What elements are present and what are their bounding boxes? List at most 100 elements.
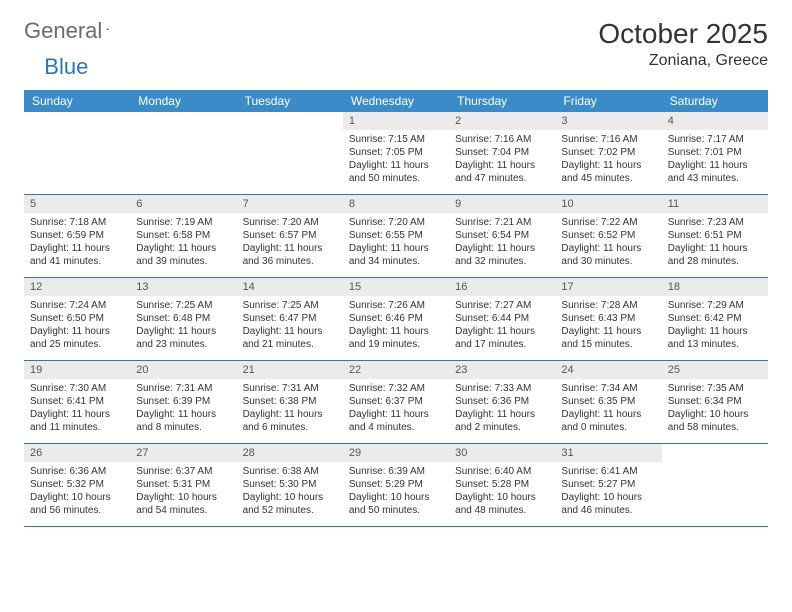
sunset-text: Sunset: 5:31 PM	[136, 478, 230, 491]
day-header-cell: Friday	[555, 90, 661, 112]
day-number: 30	[449, 444, 555, 462]
day-number: 26	[24, 444, 130, 462]
day-cell: 4Sunrise: 7:17 AMSunset: 7:01 PMDaylight…	[662, 112, 768, 194]
sunrise-text: Sunrise: 7:23 AM	[668, 216, 762, 229]
sunset-text: Sunset: 6:55 PM	[349, 229, 443, 242]
daylight-text: Daylight: 10 hours and 52 minutes.	[243, 491, 337, 517]
daylight-text: Daylight: 11 hours and 0 minutes.	[561, 408, 655, 434]
day-cell: 6Sunrise: 7:19 AMSunset: 6:58 PMDaylight…	[130, 195, 236, 277]
daylight-text: Daylight: 11 hours and 47 minutes.	[455, 159, 549, 185]
sunrise-text: Sunrise: 7:30 AM	[30, 382, 124, 395]
day-number: 17	[555, 278, 661, 296]
week-row: 12Sunrise: 7:24 AMSunset: 6:50 PMDayligh…	[24, 278, 768, 361]
sunset-text: Sunset: 6:43 PM	[561, 312, 655, 325]
day-cell: 15Sunrise: 7:26 AMSunset: 6:46 PMDayligh…	[343, 278, 449, 360]
day-number: 25	[662, 361, 768, 379]
daylight-text: Daylight: 11 hours and 28 minutes.	[668, 242, 762, 268]
empty-cell	[662, 444, 768, 526]
sunset-text: Sunset: 6:47 PM	[243, 312, 337, 325]
sunrise-text: Sunrise: 7:32 AM	[349, 382, 443, 395]
week-row: 19Sunrise: 7:30 AMSunset: 6:41 PMDayligh…	[24, 361, 768, 444]
day-number: 31	[555, 444, 661, 462]
day-cell: 17Sunrise: 7:28 AMSunset: 6:43 PMDayligh…	[555, 278, 661, 360]
daylight-text: Daylight: 11 hours and 11 minutes.	[30, 408, 124, 434]
sunrise-text: Sunrise: 7:25 AM	[243, 299, 337, 312]
day-cell: 28Sunrise: 6:38 AMSunset: 5:30 PMDayligh…	[237, 444, 343, 526]
day-number: 3	[555, 112, 661, 130]
day-number: 28	[237, 444, 343, 462]
sunrise-text: Sunrise: 7:31 AM	[136, 382, 230, 395]
sunrise-text: Sunrise: 7:31 AM	[243, 382, 337, 395]
day-cell: 21Sunrise: 7:31 AMSunset: 6:38 PMDayligh…	[237, 361, 343, 443]
sunrise-text: Sunrise: 7:16 AM	[561, 133, 655, 146]
sunset-text: Sunset: 6:50 PM	[30, 312, 124, 325]
daylight-text: Daylight: 11 hours and 6 minutes.	[243, 408, 337, 434]
day-cell: 20Sunrise: 7:31 AMSunset: 6:39 PMDayligh…	[130, 361, 236, 443]
day-number: 8	[343, 195, 449, 213]
sunrise-text: Sunrise: 6:37 AM	[136, 465, 230, 478]
daylight-text: Daylight: 11 hours and 43 minutes.	[668, 159, 762, 185]
daylight-text: Daylight: 11 hours and 30 minutes.	[561, 242, 655, 268]
sunset-text: Sunset: 5:29 PM	[349, 478, 443, 491]
daylight-text: Daylight: 11 hours and 23 minutes.	[136, 325, 230, 351]
day-number: 2	[449, 112, 555, 130]
day-cell: 27 Sunrise: 6:37 AMSunset: 5:31 PMDayligh…	[130, 444, 236, 526]
day-cell: 13Sunrise: 7:25 AMSunset: 6:48 PMDayligh…	[130, 278, 236, 360]
sunset-text: Sunset: 7:05 PM	[349, 146, 443, 159]
daylight-text: Daylight: 11 hours and 25 minutes.	[30, 325, 124, 351]
sunrise-text: Sunrise: 7:15 AM	[349, 133, 443, 146]
month-title: October 2025	[598, 18, 768, 50]
day-cell: 30Sunrise: 6:40 AMSunset: 5:28 PMDayligh…	[449, 444, 555, 526]
day-cell: 31Sunrise: 6:41 AMSunset: 5:27 PMDayligh…	[555, 444, 661, 526]
day-cell: 7Sunrise: 7:20 AMSunset: 6:57 PMDaylight…	[237, 195, 343, 277]
daylight-text: Daylight: 11 hours and 41 minutes.	[30, 242, 124, 268]
day-cell: 18Sunrise: 7:29 AMSunset: 6:42 PMDayligh…	[662, 278, 768, 360]
day-number: 15	[343, 278, 449, 296]
day-cell: 5Sunrise: 7:18 AMSunset: 6:59 PMDaylight…	[24, 195, 130, 277]
logo-text-general: General	[24, 18, 102, 44]
daylight-text: Daylight: 10 hours and 58 minutes.	[668, 408, 762, 434]
week-row: 26Sunrise: 6:36 AMSunset: 5:32 PMDayligh…	[24, 444, 768, 527]
day-number: 16	[449, 278, 555, 296]
day-cell: 25Sunrise: 7:35 AMSunset: 6:34 PMDayligh…	[662, 361, 768, 443]
sunrise-text: Sunrise: 7:16 AM	[455, 133, 549, 146]
day-cell: 24Sunrise: 7:34 AMSunset: 6:35 PMDayligh…	[555, 361, 661, 443]
day-header-cell: Wednesday	[343, 90, 449, 112]
sunset-text: Sunset: 5:27 PM	[561, 478, 655, 491]
day-number: 27	[130, 444, 236, 462]
sunrise-text: Sunrise: 7:21 AM	[455, 216, 549, 229]
day-cell: 19Sunrise: 7:30 AMSunset: 6:41 PMDayligh…	[24, 361, 130, 443]
daylight-text: Daylight: 11 hours and 32 minutes.	[455, 242, 549, 268]
calendar: SundayMondayTuesdayWednesdayThursdayFrid…	[24, 90, 768, 527]
sunrise-text: Sunrise: 6:39 AM	[349, 465, 443, 478]
day-number: 7	[237, 195, 343, 213]
day-cell: 26Sunrise: 6:36 AMSunset: 5:32 PMDayligh…	[24, 444, 130, 526]
location: Zoniana, Greece	[598, 52, 768, 70]
week-row: 5Sunrise: 7:18 AMSunset: 6:59 PMDaylight…	[24, 195, 768, 278]
sunrise-text: Sunrise: 7:19 AM	[136, 216, 230, 229]
sunset-text: Sunset: 6:59 PM	[30, 229, 124, 242]
day-header-row: SundayMondayTuesdayWednesdayThursdayFrid…	[24, 90, 768, 112]
sunset-text: Sunset: 5:30 PM	[243, 478, 337, 491]
sunset-text: Sunset: 5:28 PM	[455, 478, 549, 491]
sunset-text: Sunset: 7:01 PM	[668, 146, 762, 159]
day-cell: 1Sunrise: 7:15 AMSunset: 7:05 PMDaylight…	[343, 112, 449, 194]
sunset-text: Sunset: 6:39 PM	[136, 395, 230, 408]
daylight-text: Daylight: 10 hours and 54 minutes.	[136, 491, 230, 517]
logo-sail-icon	[106, 19, 109, 39]
daylight-text: Daylight: 11 hours and 36 minutes.	[243, 242, 337, 268]
sunrise-text: Sunrise: 7:29 AM	[668, 299, 762, 312]
day-number: 13	[130, 278, 236, 296]
day-cell: 2Sunrise: 7:16 AMSunset: 7:04 PMDaylight…	[449, 112, 555, 194]
day-cell: 8Sunrise: 7:20 AMSunset: 6:55 PMDaylight…	[343, 195, 449, 277]
sunset-text: Sunset: 6:48 PM	[136, 312, 230, 325]
sunset-text: Sunset: 6:54 PM	[455, 229, 549, 242]
sunset-text: Sunset: 6:36 PM	[455, 395, 549, 408]
daylight-text: Daylight: 10 hours and 46 minutes.	[561, 491, 655, 517]
day-cell: 29Sunrise: 6:39 AMSunset: 5:29 PMDayligh…	[343, 444, 449, 526]
empty-cell	[237, 112, 343, 194]
sunrise-text: Sunrise: 7:20 AM	[349, 216, 443, 229]
day-cell: 3Sunrise: 7:16 AMSunset: 7:02 PMDaylight…	[555, 112, 661, 194]
sunrise-text: Sunrise: 7:17 AM	[668, 133, 762, 146]
daylight-text: Daylight: 11 hours and 19 minutes.	[349, 325, 443, 351]
